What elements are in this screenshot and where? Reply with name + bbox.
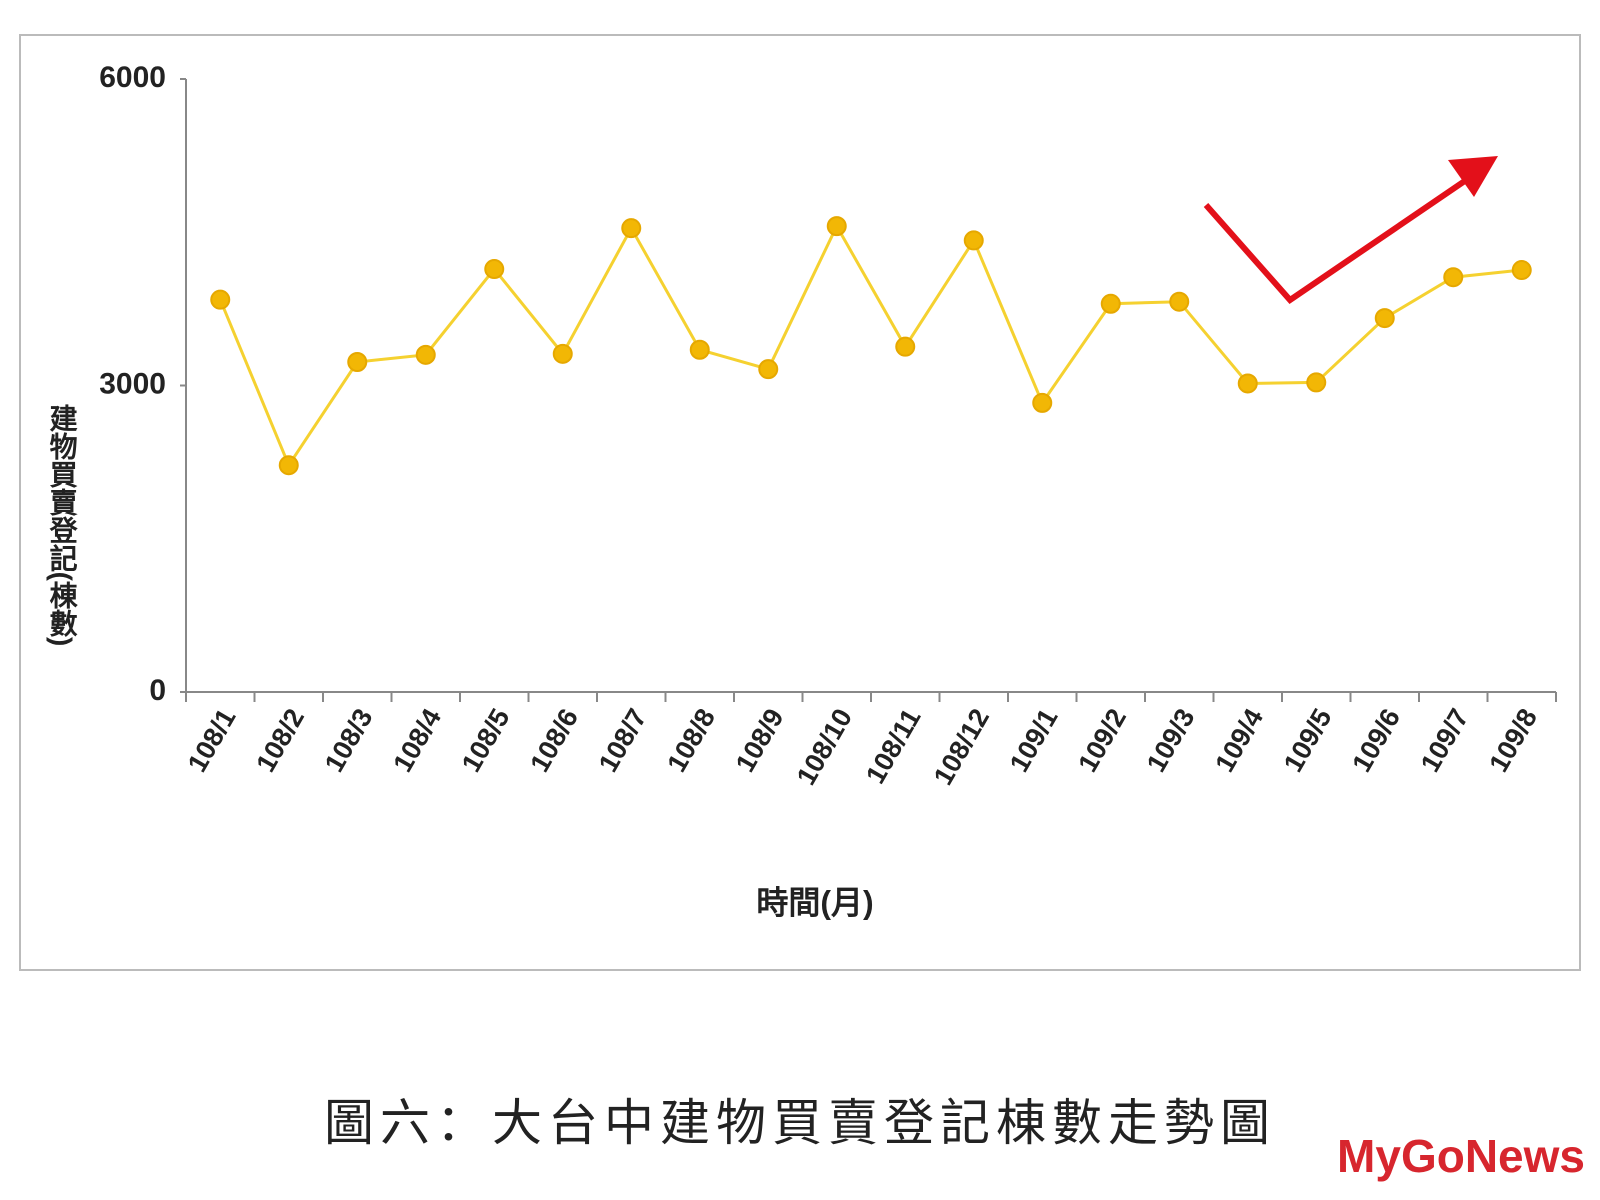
x-tick-label: 108/7 [593, 704, 653, 778]
x-tick-label: 108/12 [928, 704, 995, 791]
data-point [689, 339, 710, 360]
x-tick-label: 109/7 [1415, 704, 1475, 778]
data-point [210, 289, 231, 310]
data-point [758, 359, 779, 380]
y-tick-label: 0 [149, 674, 166, 707]
y-tick-label: 3000 [99, 367, 166, 400]
data-point [963, 230, 984, 251]
data-point [1511, 260, 1532, 281]
data-point [1306, 372, 1327, 393]
data-point [278, 455, 299, 476]
x-tick-label: 109/4 [1209, 704, 1269, 778]
x-tick-label: 108/8 [661, 704, 721, 778]
chart-frame [19, 34, 1581, 971]
x-tick-label: 109/1 [1004, 704, 1064, 778]
x-tick-label: 108/4 [387, 704, 447, 778]
y-axis-label: 建物買賣登記(棟數) [47, 403, 79, 646]
caption: 圖六：大台中建物買賣登記棟數走勢圖 [324, 1094, 1276, 1152]
trend-arrow [1203, 171, 1477, 304]
data-point [1374, 308, 1395, 329]
x-tick-label: 108/11 [860, 704, 927, 789]
data-point [552, 343, 573, 364]
x-tick-label: 109/2 [1072, 704, 1132, 778]
x-tick-label: 108/9 [730, 704, 790, 778]
data-point [484, 259, 505, 280]
x-tick-label: 109/3 [1141, 704, 1201, 778]
x-tick-label: 109/8 [1483, 704, 1543, 778]
x-tick-label: 108/3 [319, 704, 379, 778]
data-point [826, 216, 847, 237]
watermark: MyGoNews [1337, 1130, 1585, 1182]
data-point [895, 336, 916, 357]
x-tick-label: 109/6 [1346, 704, 1406, 778]
data-point [1100, 293, 1121, 314]
y-tick-label: 6000 [99, 61, 166, 94]
x-tick-label: 108/1 [182, 704, 242, 778]
data-line [218, 222, 1522, 469]
data-point [621, 218, 642, 239]
data-point [1443, 267, 1464, 288]
x-tick-label: 108/2 [250, 704, 310, 778]
x-tick-label: 108/10 [791, 704, 858, 791]
data-point [1032, 392, 1053, 413]
data-point [1237, 373, 1258, 394]
x-axis-label: 時間(月) [756, 884, 873, 920]
x-tick-label: 108/6 [524, 704, 584, 778]
data-point [415, 344, 436, 365]
data-point [347, 352, 368, 373]
x-tick-label: 108/5 [456, 704, 516, 778]
data-point [1169, 291, 1190, 312]
x-tick-label: 109/5 [1278, 704, 1338, 778]
trend-arrowhead [1448, 156, 1498, 197]
